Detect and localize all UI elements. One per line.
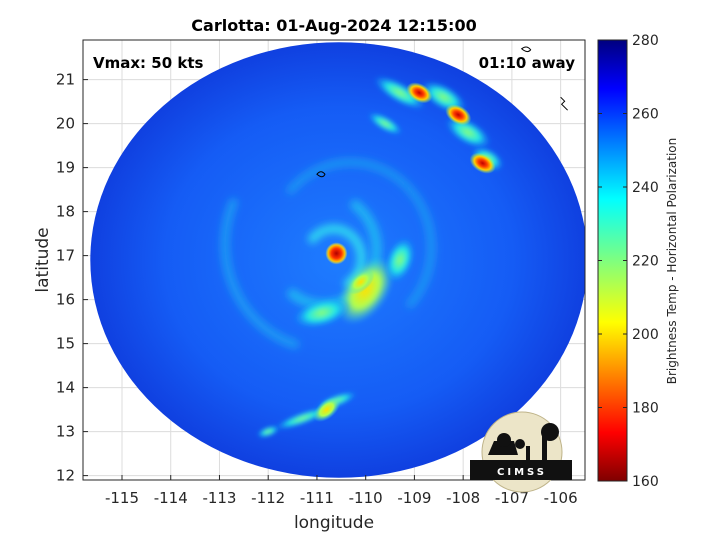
time-away-annotation: 01:10 away	[479, 54, 576, 72]
chart-title: Carlotta: 01-Aug-2024 12:15:00	[191, 16, 476, 35]
y-tick-label: 13	[56, 423, 75, 441]
y-tick-label: 18	[56, 203, 75, 221]
x-tick-label: -112	[251, 489, 285, 507]
cimss-logo: CIMSS	[470, 411, 572, 493]
x-axis: -115 -114 -113 -112 -111 -110 -109 -108 -107 -106	[105, 475, 578, 507]
colorbar-tick-label: 180	[632, 401, 659, 417]
y-tick-label: 17	[56, 247, 75, 265]
x-axis-label: longitude	[294, 513, 374, 533]
eye-hotspot	[325, 242, 348, 265]
outer-band	[444, 115, 492, 150]
y-tick-label: 14	[56, 379, 75, 397]
x-tick-label: -113	[202, 489, 236, 507]
convection-warm	[347, 269, 375, 295]
colorbar-tick-label: 200	[632, 327, 659, 343]
y-axis: 12 13 14 15 16 17 18 19 20 21	[56, 71, 88, 485]
x-tick-label: -107	[495, 489, 529, 507]
x-tick-label: -109	[397, 489, 431, 507]
convection-hotspot	[406, 82, 433, 104]
colorbar-tick-label: 220	[632, 254, 659, 270]
x-tick-label: -115	[105, 489, 139, 507]
colorbar-gradient	[597, 39, 628, 482]
outer-band	[367, 111, 403, 136]
coast-outline	[560, 96, 568, 111]
vmax-annotation: Vmax: 50 kts	[93, 54, 203, 72]
y-tick-label: 12	[56, 467, 75, 485]
logo-text: CIMSS	[497, 467, 547, 478]
inner-band	[384, 236, 416, 284]
y-tick-label: 15	[56, 335, 75, 353]
x-tick-label: -108	[446, 489, 480, 507]
x-tick-label: -110	[349, 489, 383, 507]
convection-warm	[313, 397, 341, 422]
outer-band	[373, 75, 427, 111]
x-tick-label: -106	[544, 489, 578, 507]
y-axis-label: latitude	[33, 227, 53, 292]
y-tick-label: 16	[56, 291, 75, 309]
colorbar-tick-label: 160	[632, 474, 659, 490]
colorbar: 160 180 200 220 240 260 280 Brightness Temp - …	[597, 33, 679, 490]
coastline	[316, 46, 568, 178]
inner-band	[292, 297, 352, 329]
rain-band	[286, 158, 436, 309]
y-tick-label: 20	[56, 115, 75, 133]
y-tick-label: 21	[56, 71, 75, 89]
outer-band	[256, 425, 280, 438]
colorbar-label: Brightness Temp - Horizontal Polarizatio…	[665, 138, 679, 385]
colorbar-tick-label: 280	[632, 33, 659, 49]
rain-band	[220, 198, 300, 349]
colorbar-tick-label: 240	[632, 180, 659, 196]
inner-band	[337, 257, 394, 325]
island-outline	[316, 171, 326, 178]
heatmap-swath	[90, 42, 585, 478]
convection-hotspot	[469, 152, 496, 174]
axes-frame	[82, 39, 586, 481]
coast-outline	[520, 46, 532, 53]
y-tick-label: 19	[56, 159, 75, 177]
convection-hotspot	[445, 104, 472, 126]
x-tick-label: -114	[154, 489, 188, 507]
colorbar-tick-label: 260	[632, 107, 659, 123]
x-tick-label: -111	[300, 489, 334, 507]
